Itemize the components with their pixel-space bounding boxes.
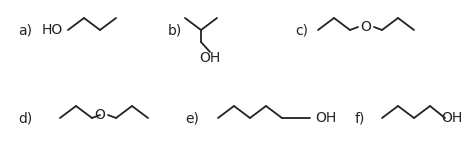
Text: c): c) [295, 23, 308, 37]
Text: HO: HO [41, 23, 63, 37]
Text: e): e) [185, 111, 199, 125]
Text: O: O [361, 20, 372, 34]
Text: OH: OH [200, 51, 220, 65]
Text: d): d) [18, 111, 32, 125]
Text: OH: OH [441, 111, 463, 125]
Text: b): b) [168, 23, 182, 37]
Text: f): f) [355, 111, 365, 125]
Text: OH: OH [315, 111, 337, 125]
Text: a): a) [18, 23, 32, 37]
Text: O: O [94, 108, 105, 122]
